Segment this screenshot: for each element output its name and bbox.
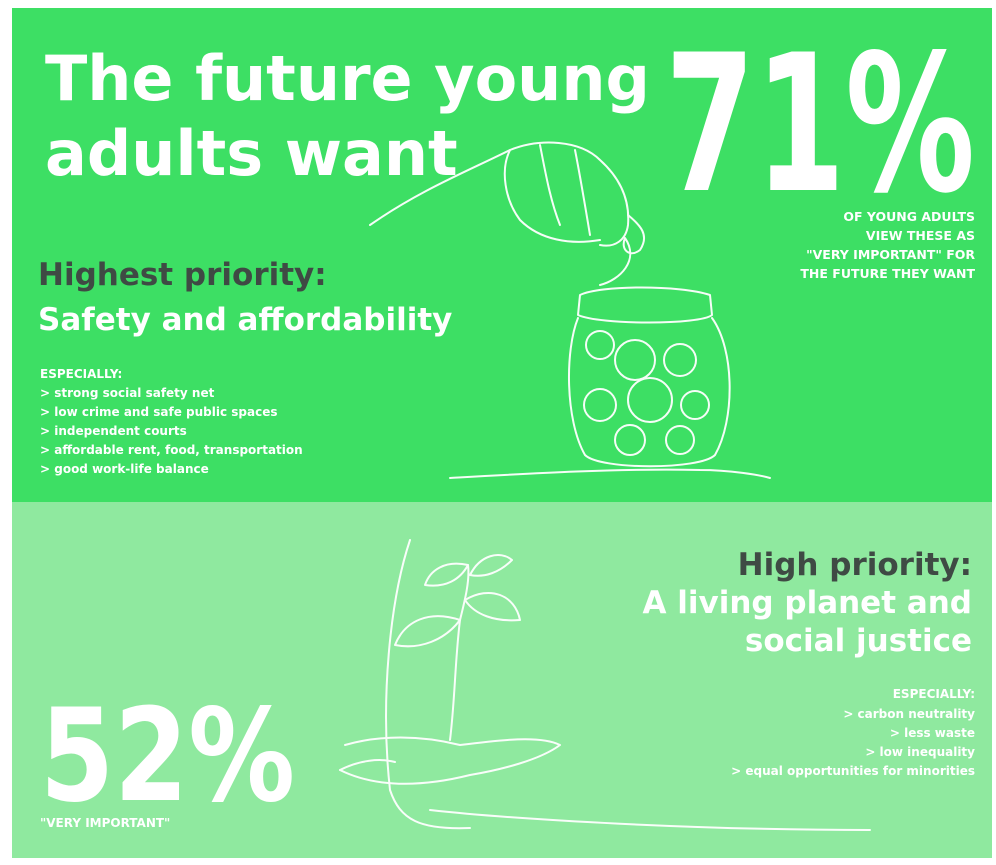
stat-caption: "VERY IMPORTANT" [40,816,170,830]
list-item: > low crime and safe public spaces [40,405,277,419]
list-item: > equal opportunities for minorities [731,764,975,778]
list-item: > low inequality [865,745,975,759]
stat-caption-line: OF YOUNG ADULTS [843,209,975,224]
stat-caption: OF YOUNG ADULTS VIEW THESE AS "VERY IMPORT… [800,209,975,281]
priority-list: ESPECIALLY: > carbon neutrality > less was… [731,687,975,778]
hand-plant-illustration [339,539,871,831]
list-item: > strong social safety net [40,386,215,400]
bottom-panel [12,502,992,858]
list-item: > good work-life balance [40,462,209,476]
list-item: > carbon neutrality [843,707,975,721]
priority-topic: social justice [745,623,972,659]
priority-label: High priority: [738,547,972,583]
list-item: > less waste [890,726,975,740]
list-title: ESPECIALLY: [893,687,975,701]
title-line: adults want [45,117,458,190]
priority-list: ESPECIALLY: > strong social safety net > l… [40,367,303,476]
stat-71: 71% [665,14,975,235]
stat-52: 52% [40,682,295,831]
list-item: > independent courts [40,424,187,438]
top-panel [12,8,992,502]
list-title: ESPECIALLY: [40,367,122,381]
priority-topic: A living planet and [642,585,972,621]
stat-caption-line: THE FUTURE THEY WANT [800,266,975,281]
priority-topic: Safety and affordability [38,302,452,338]
title-line: The future young [45,42,650,115]
stat-caption-line: "VERY IMPORTANT" FOR [806,247,975,262]
stat-caption-line: VIEW THESE AS [866,228,975,243]
list-item: > affordable rent, food, transportation [40,443,303,457]
hand-jar-illustration [369,141,771,479]
priority-label: Highest priority: [38,257,327,293]
